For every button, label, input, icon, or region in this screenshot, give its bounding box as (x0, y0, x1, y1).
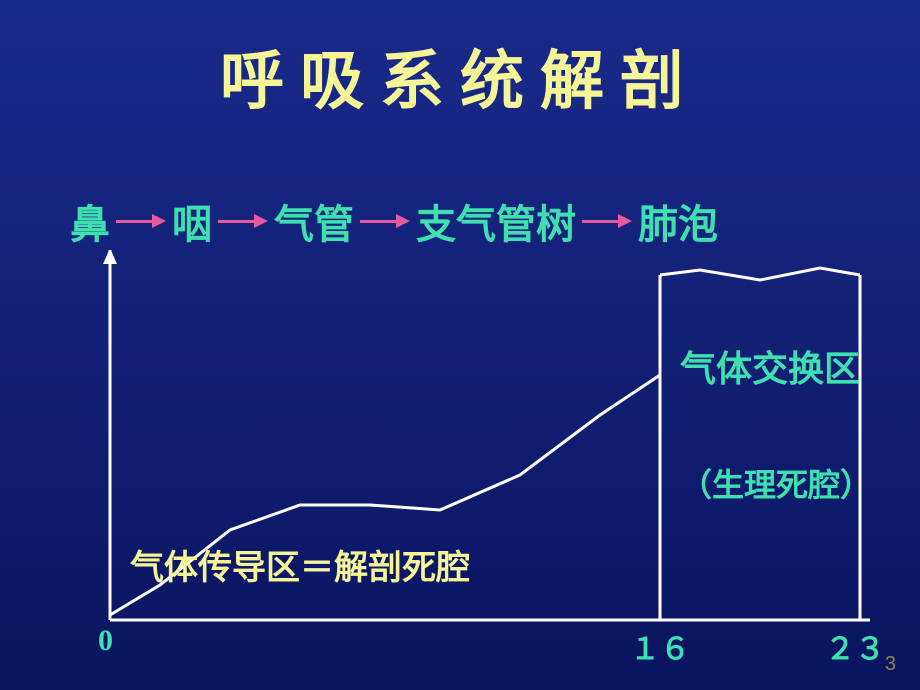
pathway-flow: 鼻 咽 气管 支气管树 肺泡 (70, 192, 718, 250)
zone-label: 气体交换区 (680, 340, 860, 392)
arrow-icon (360, 214, 410, 228)
x-tick-label: 0 (98, 624, 113, 658)
x-tick-label: ２３ (825, 624, 885, 668)
x-tick-label: １６ (630, 624, 690, 668)
flow-node: 鼻 (70, 192, 110, 250)
flow-node: 肺泡 (638, 192, 718, 250)
arrow-icon (582, 214, 632, 228)
arrow-icon (218, 214, 268, 228)
flow-node: 咽 (172, 192, 212, 250)
page-number: 3 (885, 653, 896, 676)
flow-node: 支气管树 (416, 192, 576, 250)
slide-container: 呼吸系统解剖 鼻咽气管支气管树肺泡 气体交换区（生理死腔）气体传导区＝解剖死腔 … (0, 0, 920, 690)
slide-title: 呼吸系统解剖 (0, 30, 920, 122)
flow-node: 气管 (274, 192, 354, 250)
zone-label: （生理死腔） (680, 460, 872, 506)
arrow-icon (116, 214, 166, 228)
zone-label: 气体传导区＝解剖死腔 (130, 540, 470, 589)
